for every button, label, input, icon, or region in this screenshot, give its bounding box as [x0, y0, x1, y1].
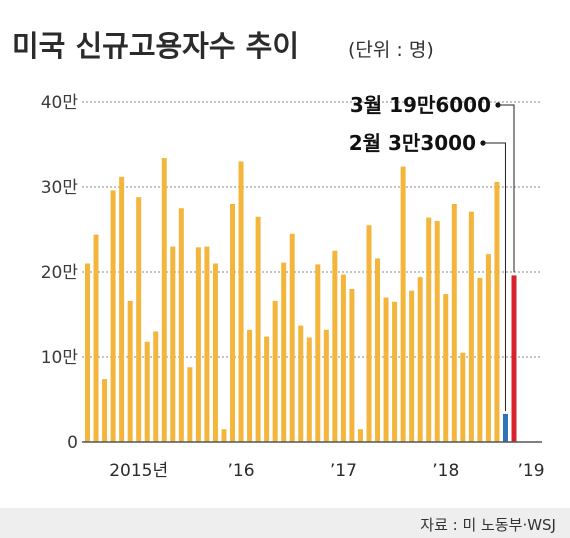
bar — [332, 250, 338, 442]
source-band — [0, 508, 570, 538]
bar — [281, 262, 287, 442]
bar — [306, 337, 312, 442]
bar — [230, 204, 236, 442]
x-tick-label: ’19 — [518, 461, 545, 481]
bar — [315, 264, 321, 442]
source-label: 자료 : 미 노동부·WSJ — [420, 516, 556, 534]
x-tick-label: ’16 — [228, 461, 255, 481]
x-tick-label: ’17 — [330, 461, 357, 481]
y-tick-label: 30만 — [41, 178, 79, 198]
bar — [400, 166, 406, 442]
bar — [494, 181, 500, 442]
annotations: 3월 19만6000 2월 3만3000 — [349, 93, 515, 411]
bar — [366, 225, 372, 442]
bar — [468, 211, 474, 442]
bar — [238, 161, 244, 442]
gridlines — [82, 101, 542, 358]
bar — [383, 297, 389, 442]
bar — [178, 208, 184, 442]
y-tick-label: 10만 — [41, 348, 79, 368]
y-axis-ticks: 0 10만 20만 30만 40만 — [41, 93, 79, 453]
annotation-label: 2월 3만3000 — [349, 131, 476, 155]
bar — [221, 429, 227, 442]
bar — [272, 300, 278, 442]
bar — [204, 246, 210, 442]
bar — [357, 429, 363, 442]
bar — [212, 263, 218, 442]
bar — [85, 263, 90, 442]
bar — [136, 197, 142, 442]
bar — [392, 301, 398, 442]
bar — [426, 217, 432, 442]
bar — [477, 277, 483, 442]
bar — [247, 329, 253, 442]
bar — [170, 246, 176, 442]
annotation-label: 3월 19만6000 — [350, 93, 491, 117]
unit-label: (단위 : 명) — [348, 39, 434, 61]
bar — [409, 290, 415, 442]
bar — [298, 325, 304, 442]
bar — [349, 289, 355, 442]
bar — [375, 258, 381, 442]
bar — [417, 277, 423, 442]
bar — [289, 233, 295, 442]
bar — [443, 294, 449, 442]
bar — [195, 247, 201, 442]
bar — [460, 352, 466, 442]
bar — [434, 221, 440, 442]
annotation-leader — [498, 104, 515, 273]
chart-title: 미국 신규고용자수 추이 — [12, 29, 299, 63]
bar — [127, 300, 133, 442]
x-tick-label: ’18 — [432, 461, 459, 481]
y-tick-label: 20만 — [41, 263, 79, 283]
bar — [93, 234, 99, 442]
bar — [161, 158, 167, 442]
annotation-leader — [483, 142, 506, 411]
bar — [323, 329, 329, 442]
y-tick-label: 0 — [67, 433, 78, 453]
bar — [255, 216, 261, 442]
bar — [451, 204, 457, 442]
y-tick-label: 40만 — [41, 93, 79, 113]
bar — [502, 413, 508, 442]
x-tick-label: 2015년 — [109, 461, 168, 481]
bar — [485, 254, 491, 442]
bar — [110, 190, 116, 442]
bar — [102, 379, 108, 442]
bar — [119, 176, 125, 443]
bar — [264, 336, 270, 442]
bar — [340, 274, 346, 442]
bars — [85, 158, 517, 443]
bar — [511, 275, 517, 442]
bar — [144, 341, 150, 442]
bar — [187, 367, 193, 442]
x-axis-ticks: 2015년 ’16 ’17 ’18 ’19 — [82, 441, 545, 481]
bar — [153, 331, 159, 442]
